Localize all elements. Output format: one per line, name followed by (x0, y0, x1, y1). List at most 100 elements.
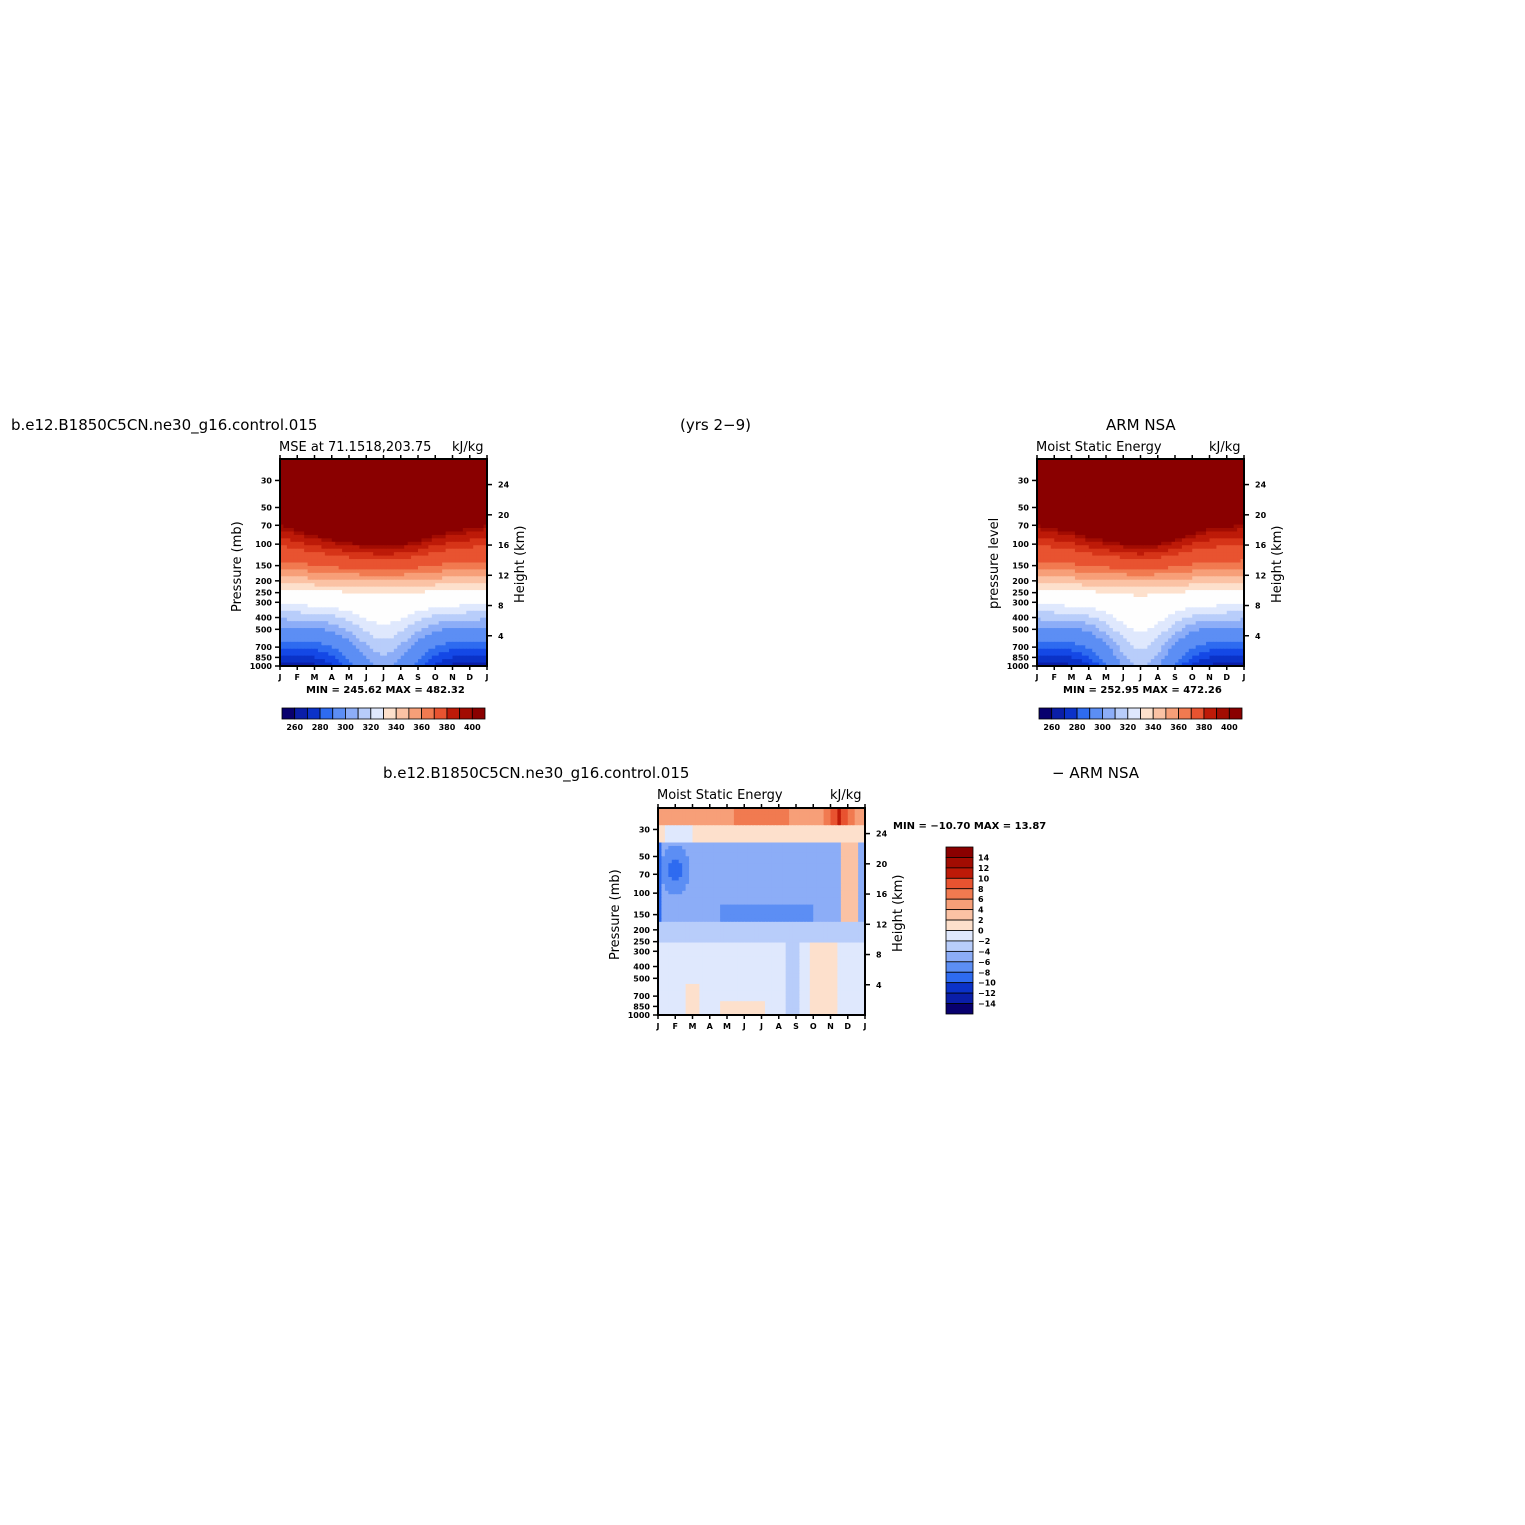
field-cell (1175, 486, 1180, 491)
field-cell (1074, 483, 1079, 488)
field-cell (1150, 503, 1155, 508)
field-cell (462, 559, 467, 564)
field-cell (1233, 459, 1238, 464)
field-cell (1150, 479, 1155, 484)
field-cell (424, 614, 429, 619)
field-cell (480, 600, 485, 605)
field-cell (355, 462, 360, 467)
field-cell (352, 648, 357, 653)
field-cell (424, 493, 429, 498)
field-cell (445, 465, 450, 470)
field-cell (304, 472, 309, 477)
field-cell (449, 476, 454, 481)
field-cell (335, 607, 340, 612)
field-cell (1102, 483, 1107, 488)
field-cell (1206, 486, 1211, 491)
field-cell (397, 641, 402, 646)
field-cell (442, 631, 447, 636)
field-cell (359, 565, 364, 570)
field-cell (462, 607, 467, 612)
field-cell (373, 600, 378, 605)
field-cell (397, 469, 402, 474)
field-cell (1037, 531, 1042, 536)
field-cell (338, 472, 343, 477)
field-cell (400, 655, 405, 660)
field-cell (297, 562, 302, 567)
field-cell (1047, 469, 1052, 474)
field-cell (297, 652, 302, 657)
field-cell (328, 565, 333, 570)
field-cell (293, 462, 298, 467)
field-cell (300, 648, 305, 653)
field-cell (452, 583, 457, 588)
field-cell (397, 569, 402, 574)
field-cell (1071, 462, 1076, 467)
field-cell (1216, 486, 1221, 491)
field-cell (462, 472, 467, 477)
field-cell (445, 462, 450, 467)
field-cell (438, 583, 443, 588)
field-cell (304, 607, 309, 612)
field-cell (352, 659, 357, 664)
field-cell (1057, 483, 1062, 488)
field-cell (411, 569, 416, 574)
field-cell (411, 493, 416, 498)
field-cell (414, 603, 419, 608)
field-cell (1178, 507, 1183, 512)
field-cell (304, 562, 309, 567)
height-tick-label: 24 (498, 481, 510, 490)
field-cell (335, 586, 340, 591)
field-cell (1050, 459, 1055, 464)
field-cell (452, 631, 457, 636)
field-cell (328, 476, 333, 481)
field-cell (1133, 483, 1138, 488)
field-cell (421, 583, 426, 588)
field-cell (366, 531, 371, 536)
field-cell (400, 645, 405, 650)
field-cell (459, 483, 464, 488)
field-cell (349, 472, 354, 477)
field-cell (380, 496, 385, 501)
field-cell (1081, 469, 1086, 474)
field-cell (400, 590, 405, 595)
field-cell (459, 538, 464, 543)
field-cell (418, 483, 423, 488)
field-cell (293, 590, 298, 595)
field-cell (1106, 472, 1111, 477)
field-cell (411, 545, 416, 550)
field-cell (1223, 469, 1228, 474)
field-cell (1085, 507, 1090, 512)
field-cell (483, 534, 488, 539)
field-cell (283, 479, 288, 484)
field-cell (1081, 476, 1086, 481)
field-cell (414, 579, 419, 584)
field-cell (338, 496, 343, 501)
pressure-tick-label: 30 (261, 476, 273, 485)
field-cell (307, 631, 312, 636)
field-cell (1216, 483, 1221, 488)
field-cell (1233, 517, 1238, 522)
field-cell (317, 562, 322, 567)
field-cell (1099, 472, 1104, 477)
field-cell (1112, 486, 1117, 491)
field-cell (300, 472, 305, 477)
field-cell (445, 459, 450, 464)
field-cell (349, 648, 354, 653)
field-cell (376, 548, 381, 553)
field-cell (311, 538, 316, 543)
field-cell (307, 528, 312, 533)
field-cell (411, 521, 416, 526)
field-cell (369, 583, 374, 588)
field-cell (280, 514, 285, 519)
field-cell (311, 572, 316, 577)
field-cell (366, 465, 371, 470)
field-cell (1178, 517, 1183, 522)
field-cell (283, 534, 288, 539)
field-cell (407, 659, 412, 664)
field-cell (1071, 459, 1076, 464)
field-cell (1130, 496, 1135, 501)
field-cell (349, 621, 354, 626)
field-cell (1168, 503, 1173, 508)
field-cell (428, 541, 433, 546)
field-cell (1223, 503, 1228, 508)
